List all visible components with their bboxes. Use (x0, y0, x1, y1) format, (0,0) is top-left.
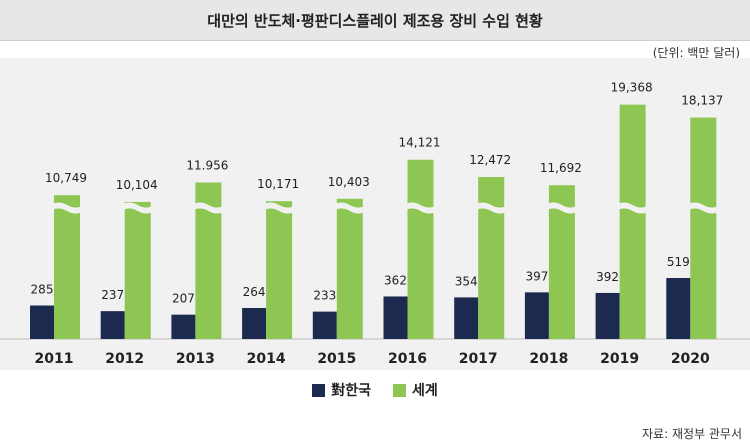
axis-break-2017 (474, 202, 509, 214)
source-note: 자료: 재정부 관무서 (642, 427, 742, 441)
title-bar: 대만의 반도체·평판디스플레이 제조용 장비 수입 현황 (0, 0, 750, 41)
x-tick-label-2015: 2015 (317, 351, 356, 367)
data-label-korea-2020: 519 (667, 255, 690, 269)
bar-chart: 285 10,749 2011 237 10,104 2012 207 11.956 2013 2… (0, 81, 750, 367)
data-label-world-2020: 18,137 (681, 94, 723, 108)
axis-break-2014 (262, 202, 297, 214)
bar-world-2016 (407, 159, 434, 339)
data-label-korea-2014: 264 (243, 285, 266, 299)
x-tick-label-2014: 2014 (247, 351, 286, 367)
data-label-korea-2013: 207 (172, 292, 195, 306)
bar-korea-2018 (524, 292, 549, 339)
data-label-world-2017: 12,472 (469, 153, 511, 167)
x-tick-label-2020: 2020 (671, 351, 710, 367)
data-label-korea-2018: 397 (525, 269, 548, 283)
legend-label-world: 세계 (412, 383, 438, 399)
unit-label: (단위: 백만 달러) (652, 46, 740, 60)
data-label-korea-2016: 362 (384, 273, 407, 287)
legend-swatch-world (393, 383, 406, 397)
data-label-world-2016: 14,121 (399, 136, 441, 150)
bar-korea-2016 (383, 296, 408, 339)
data-label-world-2012: 10,104 (116, 178, 158, 192)
bar-world-2011 (54, 195, 80, 339)
axis-break-2011 (50, 202, 84, 214)
axis-break-2016 (403, 202, 438, 214)
bar-korea-2014 (242, 307, 267, 339)
legend-swatch-korea (312, 383, 326, 397)
bar-world-2017 (478, 177, 505, 339)
bar-world-2012 (124, 201, 151, 339)
x-tick-label-2019: 2019 (600, 351, 639, 367)
data-label-world-2011: 10,749 (45, 171, 87, 185)
data-label-korea-2011: 285 (31, 283, 54, 297)
axis-break-2020 (686, 202, 721, 214)
bar-world-2020 (690, 117, 717, 340)
bar-korea-2012 (100, 311, 125, 339)
x-tick-label-2018: 2018 (529, 351, 568, 367)
plot-area: 285 10,749 2011 237 10,104 2012 207 11.956 2013 2… (0, 58, 750, 370)
bar-korea-2020 (666, 278, 691, 339)
data-label-world-2015: 10,403 (328, 175, 370, 189)
data-label-world-2014: 10,171 (257, 177, 299, 191)
data-label-world-2018: 11,692 (540, 161, 582, 175)
data-label-korea-2017: 354 (455, 274, 478, 288)
data-label-korea-2012: 237 (101, 288, 124, 302)
bar-korea-2019 (595, 292, 620, 339)
bar-world-2019 (619, 104, 646, 339)
bar-world-2015 (336, 198, 363, 339)
legend-item-korea: 對한국 (312, 380, 371, 400)
x-tick-label-2017: 2017 (459, 351, 498, 367)
data-label-world-2013: 11.956 (186, 158, 228, 172)
axis-break-2018 (544, 202, 579, 214)
bar-korea-2013 (171, 314, 196, 339)
x-tick-label-2012: 2012 (105, 351, 144, 367)
bar-korea-2015 (312, 311, 337, 339)
x-tick-label-2016: 2016 (388, 351, 427, 367)
data-label-world-2019: 19,368 (611, 81, 653, 95)
axis-break-2013 (191, 202, 226, 214)
bar-korea-2017 (454, 297, 479, 339)
bar-world-2014 (266, 201, 293, 339)
chart-title: 대만의 반도체·평판디스플레이 제조용 장비 수입 현황 (207, 11, 543, 30)
axis-break-2012 (120, 202, 155, 214)
legend-label-korea: 對한국 (331, 383, 371, 399)
legend: 對한국 세계 (0, 380, 750, 400)
legend-item-world: 세계 (393, 380, 438, 400)
bar-korea-2011 (30, 305, 54, 339)
x-tick-label-2011: 2011 (35, 351, 74, 367)
data-label-korea-2019: 392 (596, 270, 619, 284)
axis-break-2015 (332, 202, 367, 214)
axis-break-2019 (615, 202, 650, 214)
data-label-korea-2015: 233 (313, 289, 336, 303)
x-tick-label-2013: 2013 (176, 351, 215, 367)
